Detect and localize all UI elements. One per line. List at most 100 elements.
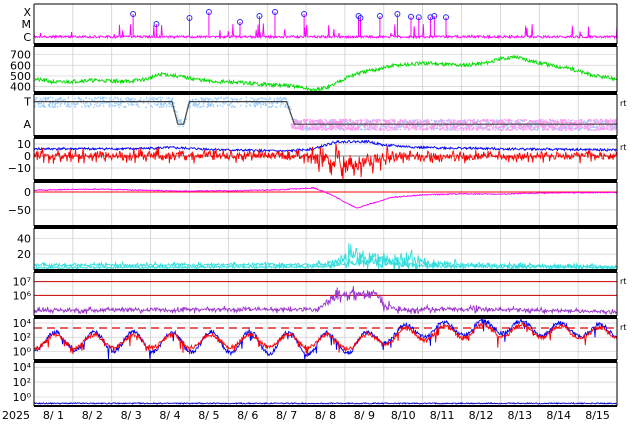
data-point <box>408 128 410 130</box>
data-point <box>554 120 556 122</box>
data-point <box>376 119 379 121</box>
data-point <box>333 122 336 124</box>
data-point <box>486 121 489 123</box>
data-point <box>270 102 273 104</box>
data-point <box>433 126 435 128</box>
data-point <box>300 121 303 123</box>
data-point <box>573 120 576 122</box>
data-point <box>536 125 539 127</box>
data-point <box>531 120 533 122</box>
data-point <box>169 102 171 104</box>
data-point <box>45 97 48 99</box>
data-point <box>317 125 320 127</box>
data-point <box>579 119 582 121</box>
data-point <box>282 103 284 105</box>
data-point <box>378 119 381 122</box>
data-point <box>356 126 358 129</box>
data-point <box>172 101 175 104</box>
data-point <box>168 105 170 108</box>
x-tick-label: 8/15 <box>585 409 610 422</box>
data-point <box>213 106 215 108</box>
data-point <box>147 102 150 105</box>
data-point <box>91 98 93 100</box>
data-point <box>268 102 270 105</box>
data-point <box>316 121 319 123</box>
data-point <box>477 119 479 121</box>
data-point <box>334 126 336 128</box>
data-point <box>614 128 617 130</box>
data-point <box>321 122 324 124</box>
y-tick-label: 10² <box>13 331 31 344</box>
data-point <box>412 125 414 127</box>
data-point <box>84 106 86 108</box>
data-point <box>511 119 513 122</box>
data-point <box>76 103 78 106</box>
data-point <box>340 128 343 130</box>
data-point <box>204 97 206 100</box>
data-point <box>378 118 380 121</box>
data-point <box>584 125 586 128</box>
data-point <box>548 126 550 128</box>
data-point <box>44 97 47 99</box>
data-point <box>441 119 443 122</box>
data-point <box>314 120 316 122</box>
data-point <box>171 97 174 99</box>
data-point <box>582 122 584 124</box>
data-point <box>176 117 179 119</box>
data-point <box>341 127 343 129</box>
data-point <box>216 105 219 107</box>
data-point <box>269 96 271 99</box>
x-tick-label: 8/ 9 <box>354 409 375 422</box>
data-point <box>353 125 355 127</box>
data-point <box>311 128 314 131</box>
data-point <box>280 96 282 99</box>
data-point <box>437 124 439 126</box>
data-point <box>610 120 612 123</box>
data-point <box>528 124 530 127</box>
data-point <box>454 120 456 122</box>
data-point <box>332 127 335 129</box>
data-point <box>458 120 460 123</box>
data-point <box>483 118 485 121</box>
data-point <box>603 128 605 131</box>
data-point <box>590 126 592 128</box>
data-point <box>372 127 374 130</box>
flare-marker <box>376 13 383 19</box>
data-point <box>427 122 429 124</box>
data-point <box>281 101 283 104</box>
data-point <box>160 102 162 104</box>
series-line <box>34 318 617 360</box>
data-point <box>79 99 81 101</box>
data-point <box>452 125 454 127</box>
data-point <box>189 106 191 108</box>
data-point <box>295 126 297 129</box>
data-point <box>426 129 428 131</box>
data-point <box>344 125 346 127</box>
data-point <box>445 128 447 131</box>
data-point <box>535 120 537 123</box>
data-point <box>68 103 70 105</box>
data-point <box>88 106 90 108</box>
data-point <box>136 102 138 104</box>
data-point <box>215 101 217 104</box>
data-point <box>160 106 163 108</box>
data-point <box>330 127 332 129</box>
data-point <box>262 101 264 103</box>
x-tick-label: 8/10 <box>391 409 416 422</box>
y-tick-label: X <box>23 6 31 19</box>
data-point <box>376 126 378 128</box>
data-point <box>342 120 344 122</box>
data-point <box>591 120 593 122</box>
data-point <box>299 125 301 127</box>
data-point <box>561 124 564 126</box>
data-point <box>583 128 586 130</box>
data-point <box>297 120 299 122</box>
data-point <box>212 99 214 101</box>
data-point <box>567 126 570 128</box>
data-point <box>231 98 233 100</box>
data-point <box>396 126 398 128</box>
data-point <box>47 103 50 106</box>
data-point <box>334 122 336 124</box>
data-point <box>561 127 563 130</box>
